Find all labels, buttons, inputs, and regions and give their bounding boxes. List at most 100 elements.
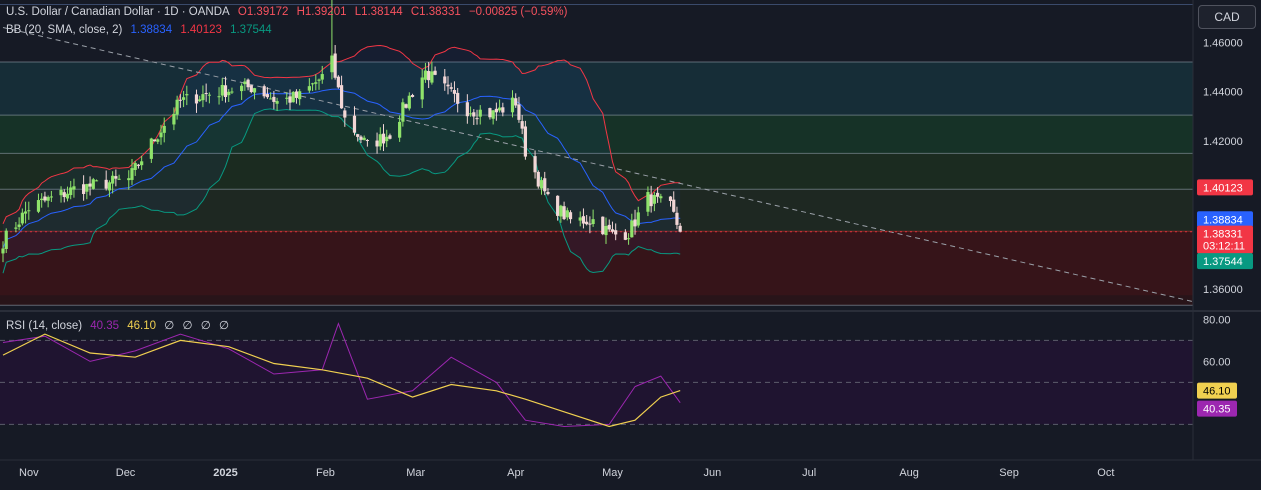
- candle-body: [14, 227, 18, 229]
- candle-body: [82, 184, 86, 194]
- candle-body: [404, 104, 408, 108]
- candle-body: [581, 216, 586, 224]
- candle-body: [610, 229, 615, 232]
- currency-button[interactable]: CAD: [1198, 5, 1256, 29]
- candle-body: [433, 70, 437, 75]
- candle-body: [49, 196, 53, 198]
- time-tick-label: Feb: [316, 467, 335, 479]
- candle-body: [452, 90, 457, 94]
- candle-body: [130, 168, 134, 180]
- bb-label[interactable]: BB (20, SMA, close, 2): [6, 24, 123, 36]
- price-change: −0.00825 (−0.59%): [468, 6, 568, 18]
- candle-body: [114, 176, 118, 179]
- price-zone-0: [0, 62, 1193, 116]
- candle-body: [649, 194, 653, 207]
- price-tag-value: 1.38331: [1203, 229, 1243, 241]
- symbol-title[interactable]: U.S. Dollar / Canadian Dollar · 1D · OAN…: [6, 6, 230, 18]
- price-tick-label: 1.42000: [1203, 136, 1243, 148]
- time-tick-label: Apr: [507, 467, 524, 479]
- candle-body: [117, 178, 121, 180]
- candle-body: [291, 91, 295, 103]
- candle-body: [601, 216, 605, 235]
- candle-body: [1, 248, 5, 254]
- price-tick-label: 1.44000: [1203, 87, 1243, 99]
- candle-body: [185, 94, 189, 96]
- rsi-legend: RSI (14, close) 40.35 46.10 ∅ ∅ ∅ ∅: [6, 318, 234, 332]
- time-tick-label: Oct: [1097, 467, 1114, 479]
- candle-body: [633, 219, 637, 227]
- candle-body: [294, 91, 299, 98]
- candle-body: [262, 86, 266, 97]
- candle-body: [91, 179, 95, 189]
- time-tick-label: May: [602, 467, 623, 479]
- candle-body: [591, 219, 595, 225]
- price-tick-label: 1.36000: [1203, 284, 1243, 296]
- time-tick-label: Sep: [999, 467, 1019, 479]
- candle-body: [343, 110, 347, 118]
- time-tick-label: Dec: [116, 467, 136, 479]
- ohlc-low: L1.38144: [354, 6, 403, 18]
- candle-body: [207, 94, 211, 96]
- candle-body: [543, 178, 547, 192]
- candle-body: [133, 163, 137, 170]
- candle-body: [656, 192, 660, 197]
- rsi-ma-line: [2, 333, 681, 428]
- candle-body: [497, 107, 502, 111]
- rsi-tag: 40.35: [1203, 404, 1231, 416]
- candle-body: [265, 94, 270, 98]
- candle-body: [517, 104, 521, 120]
- price-zone-4: [0, 231, 1193, 296]
- candle-body: [252, 88, 257, 93]
- rsi-line: [2, 322, 681, 428]
- candle-body: [381, 133, 386, 144]
- candle-body: [156, 139, 160, 142]
- candle-body: [491, 110, 495, 119]
- candle-body: [362, 137, 366, 140]
- candle-body: [298, 91, 302, 100]
- candle-body: [94, 180, 99, 182]
- candle-body: [220, 84, 224, 96]
- rsi-extra-3: ∅: [200, 320, 211, 332]
- candle-body: [465, 102, 469, 117]
- candle-body: [85, 184, 89, 192]
- candle-body: [446, 84, 450, 87]
- candle-body: [375, 140, 379, 147]
- candle-body: [88, 183, 92, 187]
- price-zone-3: [0, 189, 1193, 232]
- candle-body: [456, 92, 460, 104]
- candle-body: [356, 134, 360, 137]
- price-tag-value: 1.40123: [1203, 182, 1243, 194]
- candle-body: [423, 70, 428, 80]
- candle-body: [46, 197, 50, 201]
- bb-lower-line: [2, 108, 681, 274]
- price-tag-bg: [1197, 225, 1253, 254]
- candle-body: [365, 140, 369, 142]
- candle-body: [59, 189, 63, 196]
- candle-body: [227, 91, 231, 96]
- candle-body: [336, 76, 340, 88]
- candle-body: [494, 108, 498, 113]
- candle-body: [420, 77, 424, 100]
- candle-body: [556, 195, 560, 216]
- candle-body: [623, 232, 627, 240]
- time-tick-label: Aug: [899, 467, 919, 479]
- candle-body: [339, 85, 344, 109]
- candle-body: [23, 211, 28, 214]
- candle-body: [607, 224, 611, 230]
- candle-body: [243, 81, 247, 85]
- price-legend: U.S. Dollar / Canadian Dollar · 1D · OAN…: [6, 6, 572, 18]
- candle-body: [604, 225, 608, 236]
- candle-body: [626, 238, 631, 240]
- candle-body: [578, 217, 582, 221]
- bb-legend: BB (20, SMA, close, 2) 1.38834 1.40123 1…: [6, 24, 277, 36]
- candle-body: [201, 94, 205, 101]
- candle-body: [314, 82, 318, 84]
- candle-body: [652, 195, 656, 204]
- candle-body: [520, 121, 524, 129]
- rsi-ma-value: 46.10: [127, 320, 157, 332]
- rsi-label[interactable]: RSI (14, close): [6, 320, 83, 332]
- candle-body: [510, 97, 515, 113]
- candle-body: [275, 101, 279, 104]
- candle-body: [4, 230, 8, 249]
